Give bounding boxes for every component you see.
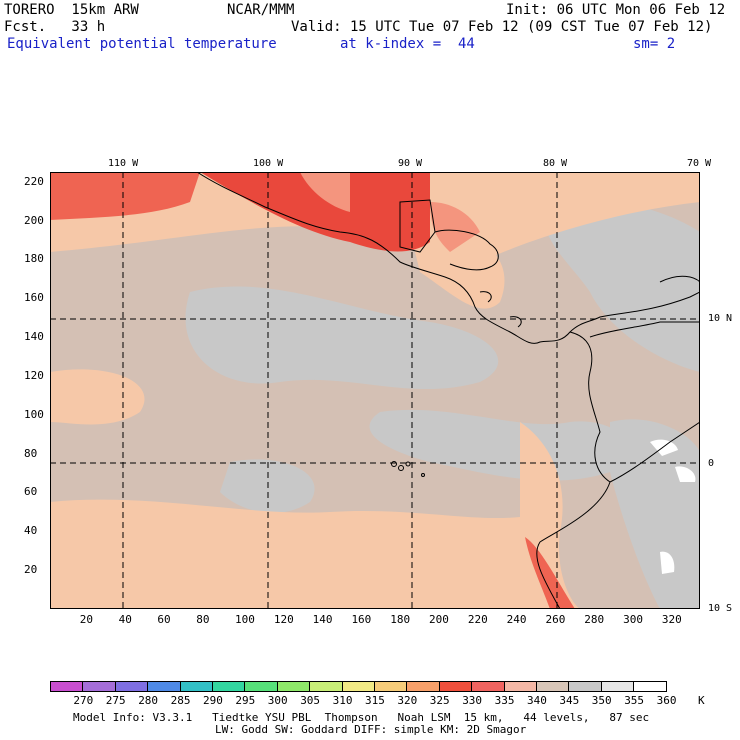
equivalent-potential-temperature-map	[50, 172, 700, 609]
lon-label-70w: 70 W	[687, 158, 712, 169]
y-tick-label: 120	[24, 368, 44, 382]
field-name: Equivalent potential temperature	[7, 36, 277, 52]
colorbar-swatch	[212, 681, 246, 692]
y-tick-label: 20	[24, 563, 38, 577]
colorbar-swatch	[406, 681, 440, 692]
y-tick-label: 40	[24, 524, 38, 538]
colorbar-swatch	[276, 681, 311, 692]
x-tick-label: 240	[506, 613, 527, 626]
init-time: Init: 06 UTC Mon 06 Feb 12	[506, 2, 726, 18]
lon-label-110w: 110 W	[108, 158, 139, 169]
lon-label-90w: 90 W	[398, 158, 423, 169]
map-frame	[50, 172, 700, 609]
x-tick-label: 320	[661, 613, 682, 626]
x-tick-label: 60	[157, 613, 171, 626]
valid-time: Valid: 15 UTC Tue 07 Feb 12 (09 CST Tue …	[291, 19, 713, 35]
colorbar-level-label: 325	[429, 694, 450, 707]
physics-info: LW: Godd SW: Goddard DIFF: simple KM: 2D…	[215, 723, 527, 736]
colorbar-swatch	[536, 681, 570, 692]
colorbar-swatch	[341, 681, 375, 692]
colorbar-swatch	[50, 681, 84, 692]
y-tick-label: 200	[24, 213, 44, 227]
colorbar-level-label: 315	[365, 694, 385, 707]
colorbar-swatch	[633, 681, 667, 692]
colorbar-level-label: 305	[300, 694, 321, 707]
colorbar-swatch	[471, 681, 505, 692]
colorbar-level-label: 355	[624, 694, 645, 707]
lat-label-0: 0	[708, 458, 715, 469]
x-tick-label: 180	[390, 613, 411, 626]
model-name: TORERO 15km ARW	[4, 2, 139, 18]
colorbar-swatch	[147, 681, 181, 692]
y-tick-label: 160	[24, 291, 44, 305]
colorbar-level-label: 340	[527, 694, 547, 707]
x-tick-label: 300	[623, 613, 643, 626]
y-tick-label: 140	[24, 330, 44, 344]
lon-label-80w: 80 W	[543, 158, 568, 169]
colorbar-level-label: 275	[105, 694, 126, 707]
forecast-hour: Fcst. 33 h	[4, 19, 106, 35]
x-tick-label: 140	[312, 613, 333, 626]
colorbar-level-label: 290	[203, 694, 223, 707]
x-tick-label: 200	[429, 613, 449, 626]
x-tick-label: 120	[273, 613, 294, 626]
lat-label-10s: 10 S	[708, 603, 733, 614]
colorbar-level-label: 280	[138, 694, 159, 707]
center-name: NCAR/MMM	[227, 2, 295, 18]
colorbar-swatch	[374, 681, 408, 692]
lon-label-100w: 100 W	[253, 158, 284, 169]
colorbar-swatch	[114, 681, 149, 692]
lat-lon-grid	[50, 172, 700, 609]
x-tick-label: 20	[79, 613, 94, 626]
lat-label-10n: 10 N	[708, 313, 733, 324]
x-tick-label: 80	[196, 613, 210, 626]
x-tick-label: 100	[235, 613, 255, 626]
colorbar-unit: K	[698, 694, 705, 707]
colorbar-level-label: 320	[397, 694, 418, 707]
colorbar-level-label: 310	[332, 694, 353, 707]
smoothing: sm= 2	[633, 36, 676, 52]
colorbar-swatch	[503, 681, 537, 692]
colorbar-level-label: 330	[462, 694, 483, 707]
y-tick-label: 60	[24, 485, 38, 499]
field-shading	[50, 172, 700, 609]
colorbar-level-label: 345	[559, 694, 580, 707]
y-tick-label: 180	[24, 252, 44, 266]
x-tick-label: 40	[118, 613, 132, 626]
x-tick-label: 220	[467, 613, 488, 626]
colorbar-swatch	[244, 681, 278, 692]
x-tick-label: 260	[545, 613, 566, 626]
colorbar-level-label: 360	[656, 694, 677, 707]
model-info: Model Info: V3.3.1 Tiedtke YSU PBL Thomp…	[73, 711, 650, 724]
x-tick-label: 280	[584, 613, 605, 626]
colorbar-swatch	[82, 681, 116, 692]
y-tick-label: 100	[24, 407, 44, 421]
coastlines	[196, 172, 700, 609]
colorbar-level-label: 350	[591, 694, 612, 707]
colorbar-swatch	[309, 681, 343, 692]
colorbar-level-label: 285	[170, 694, 191, 707]
y-tick-label: 220	[24, 174, 44, 188]
x-tick-label: 160	[351, 613, 372, 626]
colorbar-swatch	[438, 681, 473, 692]
colorbar-swatch	[568, 681, 602, 692]
colorbar-swatch	[179, 681, 213, 692]
colorbar-swatch	[600, 681, 635, 692]
y-tick-label: 80	[24, 446, 38, 460]
colorbar-level-label: 295	[235, 694, 256, 707]
colorbar-level-label: 300	[267, 694, 288, 707]
level-index: at k-index = 44	[340, 36, 475, 52]
colorbar-level-label: 270	[73, 694, 94, 707]
colorbar-level-label: 335	[494, 694, 515, 707]
